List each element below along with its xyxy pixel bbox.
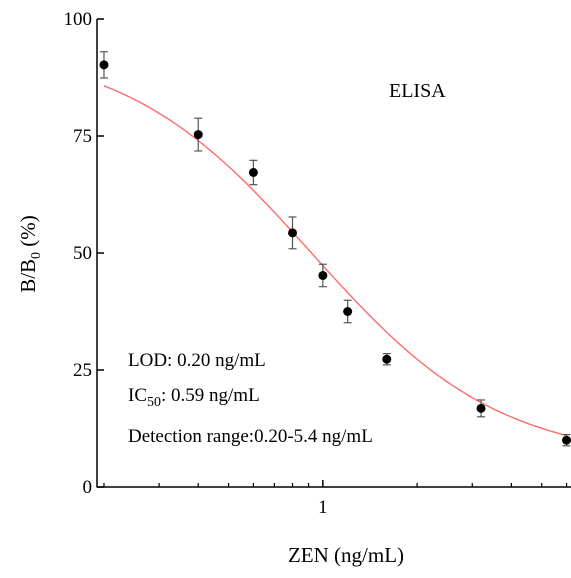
annotation-ic50-subscript: 50 (147, 395, 161, 410)
data-point (99, 60, 109, 70)
annotation-ic50-value: : 0.59 ng/mL (161, 385, 260, 406)
data-point (318, 270, 328, 280)
data-point (248, 168, 258, 178)
y-tick-label: 75 (73, 126, 92, 147)
data-points-layer (99, 51, 571, 447)
y-axis-title-unit: (%) (16, 215, 40, 252)
axes-layer: 0 25 50 75 100 1 (64, 9, 571, 518)
data-point (193, 130, 203, 140)
data-point (343, 307, 353, 316)
y-tick-label: 0 (83, 477, 93, 498)
y-axis-title-subscript: 0 (29, 252, 44, 259)
annotation-ic50-prefix: IC (128, 385, 147, 406)
y-tick-label: 100 (64, 9, 93, 30)
annotation-detection-range: Detection range:0.20-5.4 ng/mL (128, 426, 373, 447)
data-point (476, 403, 486, 413)
data-point (382, 354, 392, 364)
y-axis-title-base: B/B (16, 259, 40, 293)
fit-curve-layer (103, 85, 567, 437)
x-axis-title: ZEN (ng/mL) (288, 543, 404, 567)
chart-title: ELISA (389, 80, 446, 102)
data-point (562, 435, 571, 445)
annotation-ic50: IC50: 0.59 ng/mL (128, 385, 260, 410)
y-tick-label: 50 (73, 243, 92, 264)
y-axis-title: B/B0 (%) (16, 215, 44, 293)
data-point (288, 228, 298, 238)
fit-curve (103, 85, 567, 437)
x-tick-label: 1 (318, 497, 328, 518)
y-tick-label: 25 (73, 360, 92, 381)
annotation-lod: LOD: 0.20 ng/mL (128, 350, 266, 371)
